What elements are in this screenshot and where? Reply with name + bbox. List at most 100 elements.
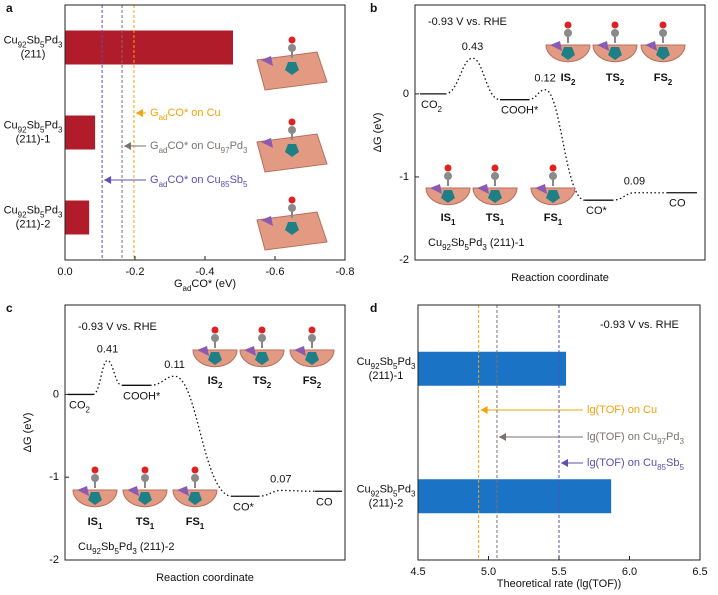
category-label: Cu92Sb5Pd3: [357, 356, 416, 371]
text-segment: TS: [253, 375, 267, 387]
structure-image: [425, 164, 471, 206]
text-segment: IS: [88, 516, 98, 528]
atom: [611, 21, 619, 29]
atom: [659, 29, 667, 37]
plot-frame: [64, 304, 346, 561]
text-segment: FS: [186, 516, 200, 528]
text-segment: Cu: [4, 204, 18, 216]
barrier-label: 0.11: [164, 359, 185, 371]
atoms: [77, 486, 89, 496]
text-segment: CO* on Cu: [167, 174, 220, 186]
arrow-head: [498, 433, 506, 441]
category-label: (211)-1: [369, 370, 404, 382]
atom: [444, 172, 452, 180]
text-segment: 3: [58, 210, 63, 219]
text-segment: 5: [40, 40, 45, 49]
text-segment: Pd: [397, 483, 410, 495]
text-segment: 5: [679, 463, 684, 472]
text-segment: 92: [92, 547, 101, 556]
category-label: Cu92Sb5Pd3: [357, 483, 416, 498]
atom: [288, 196, 296, 204]
text-segment: Sb: [666, 457, 679, 469]
state-label: CO*: [586, 205, 608, 217]
atoms: [261, 138, 273, 148]
structure-image: [256, 118, 328, 173]
atom: [564, 29, 572, 37]
category-label: (211)-2: [16, 218, 51, 230]
structure-image: [640, 21, 686, 63]
text-segment: Sb: [27, 34, 40, 46]
structure-label: TS1: [486, 212, 505, 227]
text-segment: Cu: [78, 541, 92, 553]
atom: [91, 466, 99, 474]
condition: -0.93 V vs. RHE: [78, 321, 157, 333]
atoms: [550, 41, 562, 51]
atoms: [597, 41, 609, 51]
text-segment: (211)-1: [487, 237, 525, 249]
atoms: [430, 184, 442, 194]
arrow-head: [561, 459, 568, 467]
text-segment: 1: [98, 522, 103, 531]
category-label: Cu92Sb5Pd3: [4, 34, 63, 49]
structure-image: [289, 326, 335, 368]
atom: [491, 172, 499, 180]
atom: [258, 334, 266, 342]
text-segment: 2: [571, 78, 576, 87]
y-tick-label: -2: [399, 254, 409, 266]
atoms: [261, 56, 273, 66]
text-segment: FS: [654, 72, 668, 84]
annotation: GadCO* on Cu97Pd3: [150, 140, 248, 155]
text-segment: 3: [58, 125, 63, 134]
text-segment: Cu: [4, 119, 18, 131]
text-segment: CO* (eV): [191, 278, 236, 290]
structure-label: TS1: [136, 516, 155, 531]
text-segment: CO* on Cu: [167, 107, 220, 119]
structure-label: FS2: [654, 72, 673, 87]
atoms: [208, 352, 222, 365]
state-label: COOH*: [501, 105, 539, 117]
text-segment: lg(TOF) on Cu: [587, 431, 657, 443]
structure-label: FS2: [303, 375, 322, 390]
state-label: CO*: [233, 501, 255, 513]
text-segment: IS: [208, 375, 218, 387]
structure-image: [192, 326, 238, 368]
structure-label: FS1: [186, 516, 205, 531]
text-segment: CO: [69, 399, 86, 411]
structure-image: [530, 164, 576, 206]
atoms: [255, 352, 269, 365]
annotation: GadCO* on Cu85Sb5: [150, 174, 248, 189]
atom: [288, 36, 296, 44]
text-segment: (211)-2: [137, 541, 175, 553]
text-segment: ad: [159, 113, 168, 122]
text-segment: 1: [558, 218, 563, 227]
y-tick-label: -1: [399, 171, 409, 183]
text-segment: 5: [40, 210, 45, 219]
text-segment: 2: [317, 381, 322, 390]
condition: -0.93 V vs. RHE: [428, 16, 507, 28]
text-segment: Sb: [380, 356, 393, 368]
text-segment: TS: [606, 72, 620, 84]
x-tick-label: 5.0: [481, 566, 496, 578]
annotation: lg(TOF) on Cu85Sb5: [587, 457, 684, 472]
atoms: [177, 486, 189, 496]
y-tick-label: -2: [49, 554, 59, 566]
structure-label: IS1: [441, 212, 456, 227]
atom: [444, 164, 452, 172]
annotation: lg(TOF) on Cu97Pd3: [587, 431, 684, 446]
text-segment: Pd: [230, 140, 243, 152]
structure-image: [239, 326, 285, 368]
text-segment: Pd: [44, 34, 57, 46]
text-segment: CO: [316, 496, 333, 508]
text-segment: Sb: [101, 541, 114, 553]
text-segment: 5: [393, 489, 398, 498]
text-segment: COOH*: [501, 105, 539, 117]
text-segment: (211): [21, 48, 46, 60]
atom: [611, 29, 619, 37]
bar: [65, 200, 90, 235]
text-segment: 3: [679, 437, 684, 446]
state-label: CO2: [69, 399, 91, 414]
x-tick-label: -0.2: [126, 266, 145, 278]
atom: [549, 164, 557, 172]
text-segment: ad: [159, 146, 168, 155]
